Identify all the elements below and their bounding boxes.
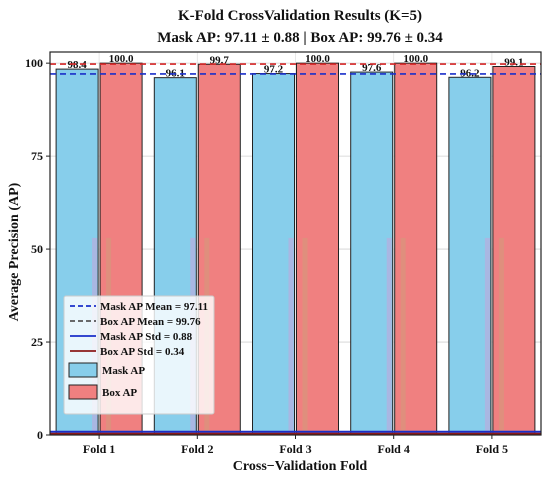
x-tick-label: Fold 5	[476, 442, 508, 456]
mask-ap-bar	[350, 71, 394, 436]
box-ap-value-label: 100.0	[305, 53, 330, 65]
legend-label: Box AP Std = 0.34	[100, 346, 185, 358]
x-axis-label: Cross−Validation Fold	[233, 459, 368, 474]
chart-title: K-Fold CrossValidation Results (K=5)	[178, 8, 422, 24]
legend-label: Box AP Mean = 99.76	[100, 316, 201, 328]
box-ap-value-label: 100.0	[403, 53, 428, 65]
box-ap-bar	[492, 66, 536, 436]
x-tick-label: Fold 1	[83, 442, 115, 456]
legend-label: Mask AP Mean = 97.11	[100, 301, 208, 313]
x-tick-label: Fold 2	[181, 442, 213, 456]
error-band	[288, 237, 294, 435]
y-tick-label: 100	[25, 56, 43, 70]
y-axis-label: Average Precision (AP)	[7, 182, 22, 321]
legend: Mask AP Mean = 97.11 Box AP Mean = 99.76 M…	[63, 295, 215, 415]
mask-ap-bar	[252, 73, 295, 436]
box-ap-bar	[394, 62, 438, 436]
x-tick-label: Fold 3	[279, 442, 311, 456]
error-band	[386, 237, 392, 435]
chart-subtitle: Mask AP: 97.11 ± 0.88 | Box AP: 99.76 ± …	[157, 30, 443, 46]
box-ap-value-label: 100.0	[109, 53, 134, 65]
y-tick-label: 0	[37, 428, 43, 442]
mask-ap-value-label: 97.2	[264, 64, 284, 76]
y-tick-label: 50	[31, 242, 43, 256]
x-tick-label: Fold 4	[378, 442, 410, 456]
legend-label: Mask AP Std = 0.88	[100, 331, 193, 343]
error-band	[302, 237, 308, 435]
y-tick-label: 75	[31, 149, 43, 163]
mask-ap-value-label: 97.6	[362, 62, 382, 74]
legend-box	[63, 295, 215, 415]
legend-label: Mask AP	[102, 365, 145, 377]
error-band	[400, 237, 406, 435]
axes-frame	[49, 51, 542, 436]
box-ap-value-label: 99.1	[504, 57, 523, 69]
error-band	[484, 237, 490, 435]
error-band	[498, 237, 504, 435]
legend-label: Box AP	[102, 387, 137, 399]
mask-ap-bar	[448, 76, 492, 436]
mask-ap-value-label: 98.4	[67, 59, 87, 71]
y-tick-label: 25	[31, 335, 43, 349]
box-ap-bar	[296, 62, 339, 436]
legend-patch-swatch	[68, 384, 98, 400]
legend-patch-swatch	[68, 362, 98, 378]
